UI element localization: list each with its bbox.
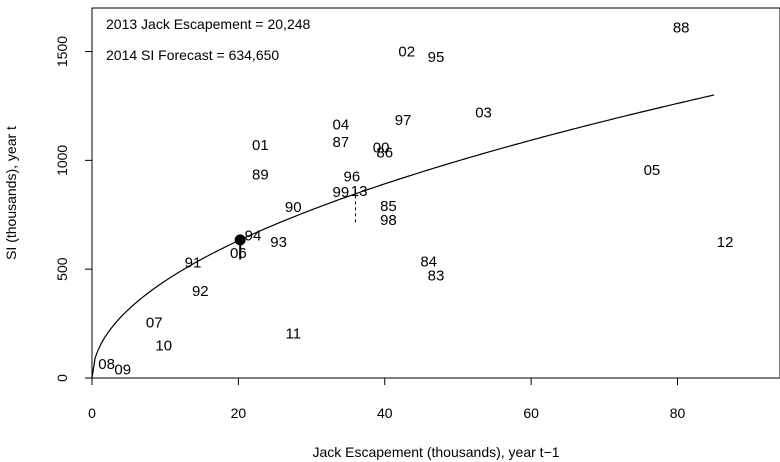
point-label-05: 05 (644, 162, 661, 179)
point-label-90: 90 (285, 199, 302, 216)
point-label-13: 13 (351, 183, 368, 200)
point-label-84: 84 (420, 254, 437, 271)
point-label-99: 99 (333, 184, 350, 201)
fit-curve (91, 94, 715, 379)
point-label-98: 98 (380, 212, 397, 229)
point-label-93: 93 (270, 234, 287, 251)
point-label-85: 85 (380, 198, 397, 215)
point-label-88: 88 (673, 20, 690, 37)
x-tick-label: 40 (377, 405, 393, 421)
point-label-89: 89 (252, 167, 269, 184)
plot-frame (91, 7, 780, 379)
x-tick-label: 20 (231, 405, 247, 421)
point-label-95: 95 (428, 49, 445, 66)
forecast-point (234, 234, 246, 246)
annotation-escapement: 2013 Jack Escapement = 20,248 (106, 16, 311, 32)
point-label-03: 03 (475, 104, 492, 121)
point-label-04: 04 (333, 116, 350, 133)
y-axis: 0 500 1000 1500 (54, 36, 92, 382)
point-label-12: 12 (717, 234, 734, 251)
point-label-06: 06 (230, 245, 247, 262)
point-label-97: 97 (395, 112, 412, 129)
annotation-forecast: 2014 SI Forecast = 634,650 (106, 47, 279, 63)
x-axis: 0 20 40 60 80 (88, 378, 686, 421)
y-tick-label: 500 (54, 257, 70, 281)
point-label-96: 96 (343, 169, 360, 186)
point-label-92: 92 (192, 283, 209, 300)
point-label-91: 91 (185, 255, 202, 272)
point-label-87: 87 (333, 134, 350, 151)
x-tick-label: 60 (523, 405, 539, 421)
y-tick-label: 0 (54, 374, 70, 382)
y-axis-title: SI (thousands), year t (3, 126, 19, 260)
point-label-08: 08 (98, 356, 115, 373)
x-tick-label: 0 (88, 405, 96, 421)
point-label-07: 07 (146, 315, 163, 332)
y-tick-label: 1500 (54, 36, 70, 67)
x-axis-title: Jack Escapement (thousands), year t−1 (312, 444, 559, 460)
x-tick-label: 80 (670, 405, 686, 421)
point-label-94: 94 (245, 227, 262, 244)
point-label-02: 02 (398, 44, 415, 61)
point-label-11: 11 (285, 325, 301, 342)
point-label-00: 00 (373, 139, 390, 156)
point-label-86: 86 (376, 145, 393, 162)
y-tick-label: 1000 (54, 145, 70, 176)
point-label-01: 01 (252, 137, 269, 154)
point-label-10: 10 (155, 337, 172, 354)
point-label-09: 09 (114, 361, 131, 378)
point-label-83: 83 (428, 268, 445, 285)
